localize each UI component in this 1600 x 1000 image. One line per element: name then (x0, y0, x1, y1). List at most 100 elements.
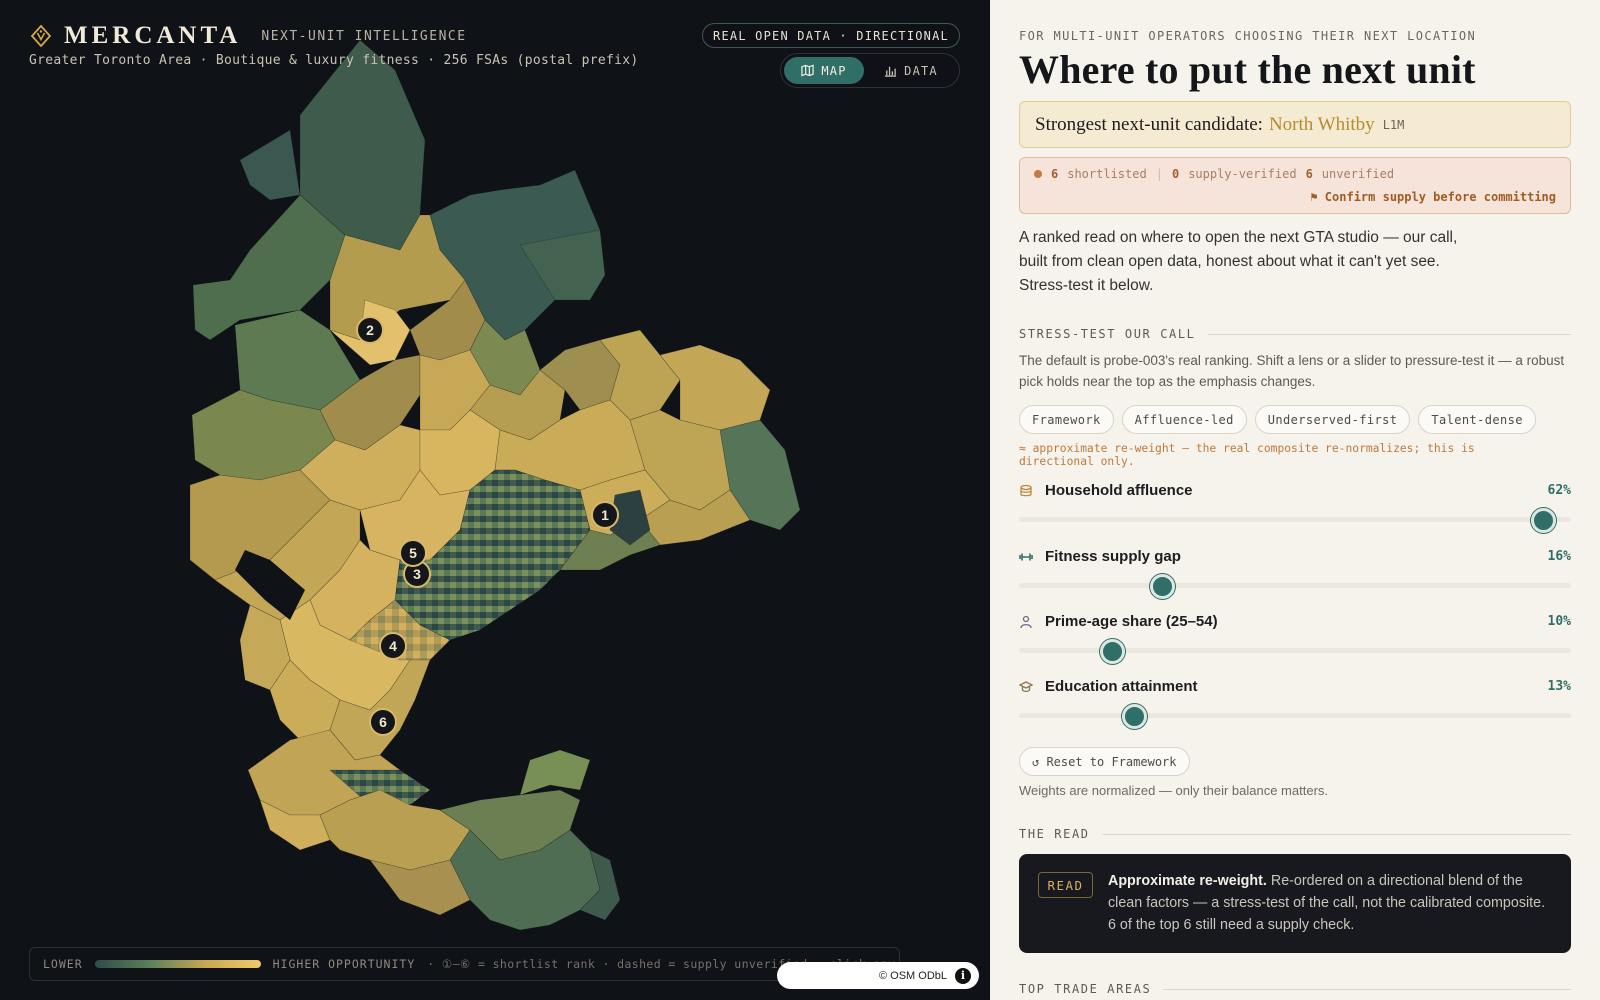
slider-percent: 13% (1547, 679, 1571, 694)
top-candidate-card[interactable]: Strongest next-unit candidate: North Whi… (1019, 101, 1571, 148)
insight-panel: FOR MULTI-UNIT OPERATORS CHOOSING THEIR … (990, 0, 1600, 1000)
status-counts: 6 shortlisted | 0 supply-verified 6 unve… (1034, 167, 1394, 181)
map-regions[interactable] (189, 39, 801, 931)
read-text: Approximate re-weight. Re-ordered on a d… (1108, 870, 1556, 936)
lens-framework[interactable]: Framework (1019, 405, 1114, 434)
slider-thumb[interactable] (1150, 574, 1176, 599)
slider-thumb[interactable] (1100, 639, 1126, 664)
shortlist-marker-4[interactable]: 4 (379, 632, 407, 660)
reset-framework-button[interactable]: ↺ Reset to Framework (1019, 747, 1190, 776)
read-body: Re-ordered on a directional blend of the… (1108, 873, 1546, 933)
attribution-text: © OSM ODbL (878, 969, 947, 982)
slider-label: Household affluence (1045, 482, 1193, 499)
page-title: Where to put the next unit (1019, 47, 1476, 92)
brand: MERCANTA NEXT-UNIT INTELLIGENCE (30, 22, 467, 50)
slider-track[interactable] (1019, 713, 1571, 718)
data-view-label: DATA (904, 63, 938, 78)
lens-underserved-first[interactable]: Underserved-first (1254, 405, 1411, 434)
panel-eyebrow: FOR MULTI-UNIT OPERATORS CHOOSING THEIR … (1019, 29, 1477, 43)
normalized-note: Weights are normalized — only their bala… (1019, 783, 1329, 798)
supply-warning: ⚑ Confirm supply before committing (1310, 190, 1556, 204)
the-read-heading: THE READ (1019, 827, 1571, 841)
read-card: READ Approximate re-weight. Re-ordered o… (1019, 854, 1571, 953)
slider-track[interactable] (1019, 517, 1571, 522)
the-read-heading-label: THE READ (1019, 827, 1090, 841)
coins-icon (1020, 484, 1032, 496)
map-view-button[interactable]: MAP (784, 57, 864, 84)
map-void (235, 550, 305, 620)
marker-label: 4 (389, 638, 397, 654)
lens-talent-dense[interactable]: Talent-dense (1418, 405, 1536, 434)
intro-text: A ranked read on where to open the next … (1019, 229, 1458, 294)
graduation-cap-icon (1019, 680, 1033, 692)
legend-low-label: LOWER (43, 957, 83, 971)
slider-fitness-supply-gap: Fitness supply gap 16% (1019, 548, 1571, 608)
verified-count: 0 (1171, 167, 1180, 181)
stress-test-heading: STRESS-TEST OUR CALL (1019, 327, 1571, 341)
slider-label: Prime-age share (25–54) (1045, 613, 1218, 630)
unverified-count: 6 (1305, 167, 1313, 181)
slider-track[interactable] (1019, 648, 1571, 653)
shortlisted-label: shortlisted (1067, 167, 1147, 181)
shortlist-marker-5[interactable]: 5 (399, 539, 427, 567)
bar-chart-icon (885, 66, 897, 77)
marker-label: 3 (413, 566, 421, 582)
candidate-code: L1M (1382, 117, 1405, 132)
shortlist-markers[interactable]: 1 2 3 4 5 6 (356, 316, 619, 736)
diamond-logo-icon (30, 25, 52, 47)
brand-name: MERCANTA (64, 22, 242, 49)
info-icon[interactable]: i (955, 967, 971, 984)
candidate-prefix: Strongest next-unit candidate: (1035, 113, 1263, 135)
shortlist-marker-3[interactable]: 3 (403, 560, 431, 588)
approximate-note: ≈ approximate re-weight — the real compo… (1019, 442, 1475, 468)
slider-track[interactable] (1019, 583, 1571, 588)
slider-percent: 62% (1547, 483, 1571, 498)
choropleth-map[interactable]: 1 2 3 4 5 6 (0, 0, 990, 1000)
marker-label: 2 (366, 322, 374, 338)
shortlist-marker-1[interactable]: 1 (591, 501, 619, 529)
unverified-label: unverified (1321, 167, 1395, 181)
shortlist-marker-6[interactable]: 6 (369, 708, 397, 736)
legend-high-label: HIGHER OPPORTUNITY (272, 957, 416, 971)
marker-label: 5 (409, 545, 417, 561)
top-trade-areas-heading: TOP TRADE AREAS (1019, 982, 1571, 996)
slider-household-affluence: Household affluence 62% (1019, 482, 1571, 542)
map-icon (801, 64, 815, 77)
read-badge: READ (1038, 872, 1093, 898)
stress-test-heading-label: STRESS-TEST OUR CALL (1019, 327, 1196, 341)
brand-tagline: NEXT-UNIT INTELLIGENCE (261, 28, 467, 44)
slider-thumb[interactable] (1122, 704, 1148, 729)
shortlist-marker-2[interactable]: 2 (356, 316, 384, 344)
view-toggle: MAP DATA (780, 53, 960, 88)
status-divider: | (1155, 167, 1163, 181)
slider-percent: 16% (1547, 549, 1571, 564)
map-attribution[interactable]: © OSM ODbL i (777, 962, 979, 989)
verified-label: supply-verified (1188, 167, 1297, 181)
marker-label: 1 (601, 507, 609, 523)
legend-gradient (94, 960, 261, 968)
read-bold: Approximate re-weight. (1108, 873, 1267, 889)
supply-status-box: 6 shortlisted | 0 supply-verified 6 unve… (1019, 157, 1571, 214)
slider-prime-age-share: Prime-age share (25–54) 10% (1019, 613, 1571, 673)
region-subline: Greater Toronto Area · Boutique & luxury… (29, 53, 639, 68)
lens-affluence-led[interactable]: Affluence-led (1121, 405, 1247, 434)
status-dot-icon (1034, 170, 1042, 178)
shortlisted-count: 6 (1051, 167, 1059, 181)
data-view-button[interactable]: DATA (868, 57, 954, 84)
slider-label: Fitness supply gap (1045, 548, 1181, 565)
stress-test-description: The default is probe-003's real ranking.… (1019, 353, 1565, 389)
top-trade-areas-label: TOP TRADE AREAS (1019, 982, 1152, 996)
slider-thumb[interactable] (1530, 508, 1556, 533)
map-view-label: MAP (821, 63, 847, 78)
open-data-badge: REAL OPEN DATA · DIRECTIONAL (702, 23, 960, 48)
lens-presets: Framework Affluence-led Underserved-firs… (1019, 405, 1536, 434)
map-pane: 1 2 3 4 5 6 MERCANTA NEXT-UNIT INTELLIGENCE G… (0, 0, 990, 1000)
candidate-name[interactable]: North Whitby (1268, 113, 1375, 135)
dumbbell-icon (1019, 553, 1033, 560)
marker-label: 6 (379, 714, 387, 730)
person-icon (1020, 615, 1032, 628)
slider-education-attainment: Education attainment 13% (1019, 678, 1571, 738)
slider-percent: 10% (1547, 614, 1571, 629)
slider-label: Education attainment (1045, 678, 1198, 695)
map-legend: LOWER HIGHER OPPORTUNITY · ①–⑥ = shortli… (29, 947, 900, 981)
